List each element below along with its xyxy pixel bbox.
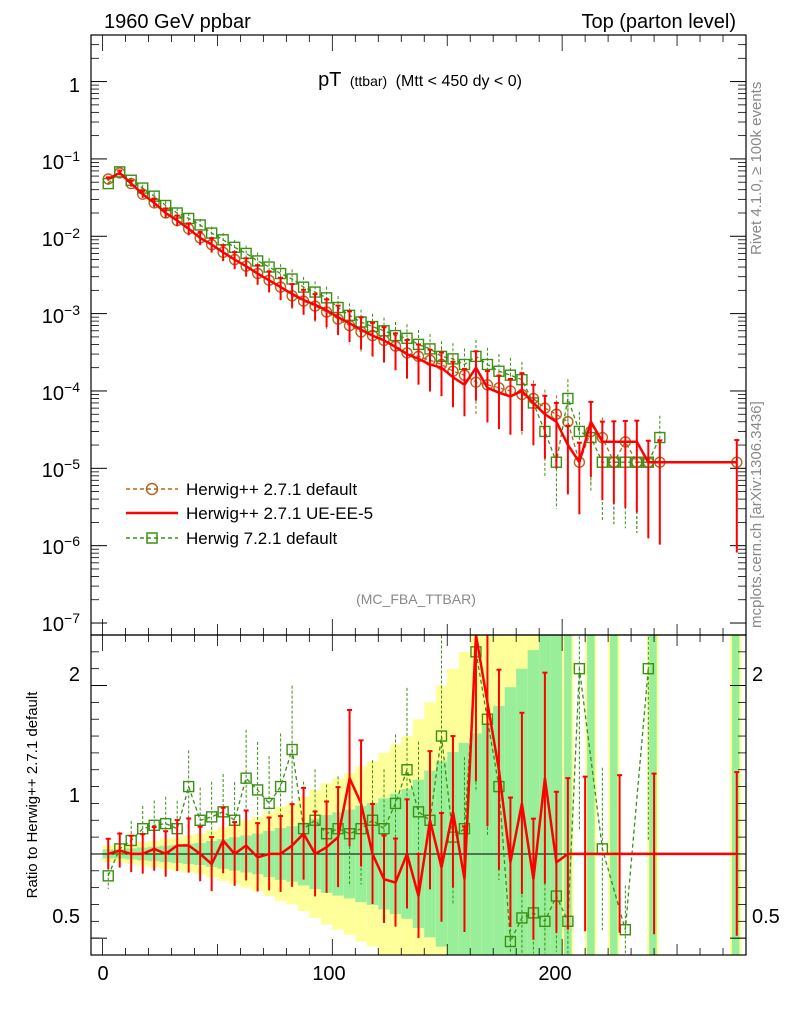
plot-title-sub: (ttbar) bbox=[350, 73, 387, 89]
xtick-label-200: 200 bbox=[538, 963, 571, 985]
ratio-h7-marker bbox=[240, 772, 252, 784]
ratio-h7-marker bbox=[504, 935, 517, 948]
plot-title-main: pT bbox=[318, 69, 341, 91]
ratio-h7-marker bbox=[389, 797, 402, 810]
ratio-ytick-label-2-right: 2 bbox=[752, 664, 763, 686]
band-green-tail bbox=[731, 635, 740, 955]
legend: Herwig++ 2.7.1 default Herwig++ 2.7.1 UE… bbox=[126, 480, 373, 548]
ratio-h7-marker bbox=[435, 730, 448, 742]
main-ueee5-series bbox=[105, 169, 740, 553]
main-ticks bbox=[91, 35, 746, 635]
main-h7-marker bbox=[481, 358, 494, 371]
legend-label-h7: Herwig 7.2.1 default bbox=[186, 529, 337, 548]
main-default-marker bbox=[137, 188, 149, 200]
header-left: 1960 GeV ppbar bbox=[104, 11, 251, 33]
legend-label-default: Herwig++ 2.7.1 default bbox=[186, 480, 357, 499]
band-green-tail bbox=[587, 635, 595, 955]
xtick-label-0: 0 bbox=[97, 963, 108, 985]
ratio-ytick-label-05-right: 0.5 bbox=[752, 906, 780, 928]
ratio-panel bbox=[91, 635, 746, 955]
legend-marker-h7 bbox=[146, 532, 158, 544]
main-h7-marker bbox=[114, 166, 126, 178]
ratio-ytick-label-2-left: 2 bbox=[69, 664, 80, 686]
band-green bbox=[481, 724, 494, 955]
ratio-h7-marker bbox=[205, 811, 218, 823]
ratio-ytick-label-1-left: 1 bbox=[69, 785, 80, 807]
xtick-label-100: 100 bbox=[312, 963, 345, 985]
ratio-ytick-label-05-left: 0.5 bbox=[52, 906, 80, 928]
ratio-h7-marker bbox=[251, 784, 264, 796]
ratio-h7-marker bbox=[286, 743, 298, 756]
ratio-h7-marker bbox=[194, 814, 206, 826]
main-panel bbox=[91, 35, 746, 635]
band-green-tail bbox=[610, 635, 618, 955]
ratio-h7-marker bbox=[412, 806, 425, 818]
legend-marker-default bbox=[145, 482, 159, 496]
ratio-h7-marker bbox=[401, 764, 413, 776]
watermark: (MC_FBA_TTBAR) bbox=[356, 591, 476, 607]
ytick-label-1e-2: 10−2 bbox=[42, 225, 80, 251]
band-green-tail bbox=[649, 635, 657, 955]
legend-label-ueee5: Herwig++ 2.7.1 UE-EE-5 bbox=[186, 504, 373, 523]
ratio-frame bbox=[90, 634, 747, 956]
main-h7-marker bbox=[194, 219, 206, 231]
ratio-h7-marker bbox=[182, 780, 195, 793]
main-ueee5-line bbox=[107, 171, 737, 466]
ytick-label-1: 1 bbox=[69, 75, 80, 97]
ratio-h7-marker bbox=[378, 822, 390, 835]
ratio-h7-marker bbox=[263, 797, 275, 810]
ratio-h7-marker bbox=[573, 662, 586, 675]
plot-title: pT (ttbar) (Mtt < 450 dy < 0) bbox=[318, 69, 522, 91]
band-green bbox=[470, 733, 482, 955]
rivet-label: Rivet 4.1.0, ≥ 100k events bbox=[748, 82, 765, 255]
ratio-h7-marker bbox=[159, 817, 172, 830]
mcplots-label: mcplots.cern.ch [arXiv:1306.3436] bbox=[748, 401, 765, 628]
ratio-h7-marker bbox=[516, 912, 528, 924]
ratio-ticks bbox=[91, 635, 746, 955]
band-green bbox=[527, 650, 540, 955]
ratio-h7-marker bbox=[102, 870, 114, 882]
ratio-h7-marker bbox=[274, 780, 287, 793]
ytick-label-1e-5: 10−5 bbox=[42, 456, 80, 482]
ratio-h7-marker bbox=[642, 662, 655, 675]
ratio-h7-marker bbox=[539, 915, 551, 928]
header-right: Top (parton level) bbox=[581, 11, 736, 33]
ratio-ylabel: Ratio to Herwig++ 2.7.1 default bbox=[24, 691, 41, 899]
main-h7-marker bbox=[562, 392, 574, 405]
ratio-ueee5-series bbox=[105, 635, 740, 940]
plot-title-rest: (Mtt < 450 dy < 0) bbox=[396, 73, 522, 90]
main-h7-marker bbox=[573, 425, 586, 438]
